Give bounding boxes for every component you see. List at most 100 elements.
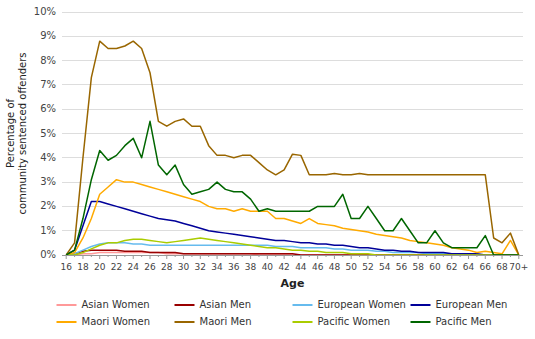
x-tick: [150, 255, 151, 259]
y-tick-label: 4%: [40, 152, 56, 163]
x-tick: [292, 255, 293, 257]
legend-swatch: [411, 304, 431, 306]
x-tick: [418, 255, 419, 259]
x-tick: [200, 255, 201, 259]
grid-line: [62, 84, 523, 85]
x-tick: [359, 255, 360, 257]
legend-swatch: [411, 321, 431, 323]
x-tick: [393, 255, 394, 257]
x-tick: [141, 255, 142, 257]
x-tick: [485, 255, 486, 259]
x-tick: [309, 255, 310, 257]
y-tick-label: 0%: [40, 249, 56, 260]
x-tick: [326, 255, 327, 257]
x-tick-label: 64: [463, 262, 475, 272]
chart: 0%1%2%3%4%5%6%7%8%9%10%16182022242628303…: [0, 0, 535, 339]
legend-swatch: [57, 321, 77, 323]
x-tick-label: 68: [496, 262, 508, 272]
x-tick: [242, 255, 243, 257]
x-tick-label: 16: [60, 262, 72, 272]
x-tick-label: 18: [77, 262, 89, 272]
x-tick: [275, 255, 276, 257]
x-tick-label: 58: [413, 262, 425, 272]
legend-label: European Men: [436, 299, 508, 310]
lines: [66, 41, 519, 255]
x-tick: [82, 255, 83, 259]
x-tick-label: 52: [362, 262, 373, 272]
x-tick-label: 66: [480, 262, 492, 272]
legend-swatch: [293, 304, 313, 306]
y-axis-title-line: Percentage of: [5, 98, 16, 168]
x-tick: [250, 255, 251, 259]
x-tick-label: 36: [228, 262, 240, 272]
y-tick-label: 1%: [40, 225, 56, 236]
x-tick-label: 50: [345, 262, 357, 272]
grid-line: [62, 60, 523, 61]
x-tick: [510, 255, 511, 257]
x-tick: [267, 255, 268, 259]
x-axis: 1618202224262830323436384042444648505254…: [60, 255, 528, 272]
legend-label: Maori Women: [82, 316, 151, 327]
x-tick-label: 38: [245, 262, 257, 272]
x-tick: [493, 255, 494, 257]
x-tick-label: 32: [195, 262, 206, 272]
legend-label: Pacific Women: [318, 316, 391, 327]
x-tick: [401, 255, 402, 259]
x-tick: [409, 255, 410, 257]
x-tick: [133, 255, 134, 259]
x-tick: [443, 255, 444, 257]
legend: Asian WomenAsian MenEuropean WomenEurope…: [57, 299, 508, 327]
x-tick: [183, 255, 184, 259]
x-tick-label: 70+: [509, 262, 528, 272]
x-tick: [317, 255, 318, 259]
x-tick-label: 44: [295, 262, 307, 272]
series-line: [66, 121, 519, 255]
x-tick: [468, 255, 469, 259]
x-tick-label: 24: [128, 262, 140, 272]
x-tick: [225, 255, 226, 257]
x-tick: [502, 255, 503, 259]
legend-swatch: [293, 321, 313, 323]
grid-line: [62, 206, 523, 207]
x-tick-label: 48: [329, 262, 341, 272]
series-line: [66, 41, 519, 255]
legend-label: Asian Men: [200, 299, 252, 310]
x-tick-label: 20: [94, 262, 106, 272]
x-tick: [367, 255, 368, 259]
x-tick: [426, 255, 427, 257]
x-tick: [124, 255, 125, 257]
x-tick: [351, 255, 352, 259]
legend-label: Maori Men: [200, 316, 252, 327]
x-tick-label: 34: [211, 262, 223, 272]
x-tick: [191, 255, 192, 257]
y-tick-label: 2%: [40, 200, 56, 211]
x-tick: [434, 255, 435, 259]
x-tick: [342, 255, 343, 257]
x-tick: [334, 255, 335, 259]
y-tick-label: 9%: [40, 30, 56, 41]
legend-label: Pacific Men: [436, 316, 492, 327]
x-tick: [217, 255, 218, 259]
x-tick-label: 60: [429, 262, 441, 272]
x-tick: [460, 255, 461, 257]
x-tick: [518, 255, 519, 259]
x-tick: [208, 255, 209, 257]
x-tick: [66, 255, 67, 259]
legend-swatch: [175, 321, 195, 323]
x-tick-label: 26: [144, 262, 156, 272]
y-tick-label: 7%: [40, 79, 56, 90]
y-tick-label: 8%: [40, 55, 56, 66]
x-tick: [384, 255, 385, 259]
grid-line: [62, 36, 523, 37]
grid-line: [62, 12, 523, 13]
x-tick: [451, 255, 452, 259]
x-tick-label: 42: [278, 262, 289, 272]
x-tick-label: 46: [312, 262, 324, 272]
y-tick-label: 5%: [40, 128, 56, 139]
y-tick-label: 6%: [40, 103, 56, 114]
x-tick: [99, 255, 100, 259]
x-tick: [284, 255, 285, 259]
y-axis-title-line: community sentenced offenders: [17, 52, 28, 214]
y-axis: 0%1%2%3%4%5%6%7%8%9%10%: [34, 6, 56, 260]
x-tick: [233, 255, 234, 259]
